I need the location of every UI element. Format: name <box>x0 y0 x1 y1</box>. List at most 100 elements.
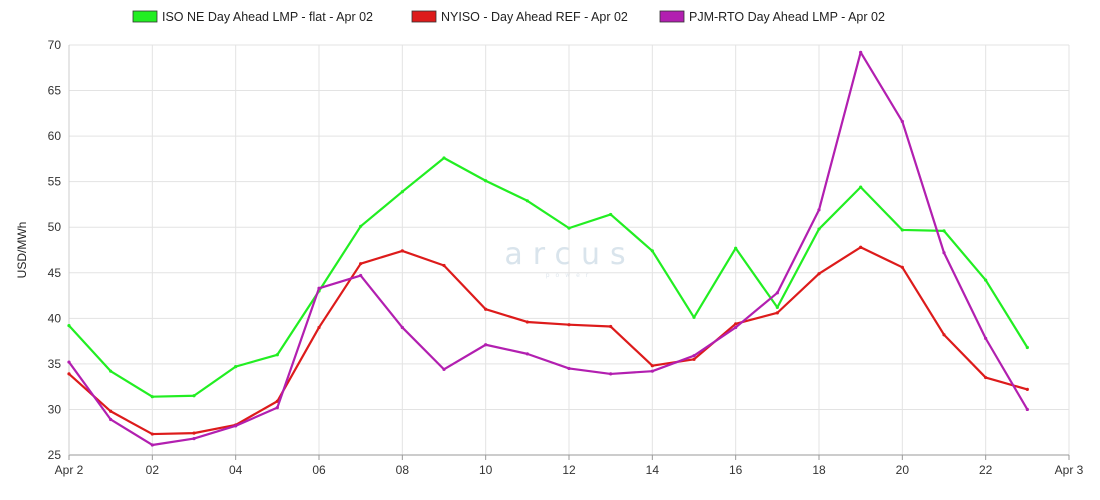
x-tick-label: 22 <box>979 463 993 477</box>
data-point[interactable] <box>692 354 696 358</box>
data-point[interactable] <box>817 272 821 276</box>
data-point[interactable] <box>942 251 946 255</box>
data-point[interactable] <box>525 199 529 203</box>
data-point[interactable] <box>734 325 738 330</box>
chart-grid <box>68 44 1070 456</box>
data-point[interactable] <box>609 324 613 329</box>
data-point[interactable] <box>109 409 113 413</box>
data-point[interactable] <box>67 324 71 328</box>
data-point[interactable] <box>859 185 863 189</box>
y-tick-label: 30 <box>48 402 62 416</box>
y-tick-label: 70 <box>48 38 62 52</box>
data-point[interactable] <box>817 208 821 212</box>
data-point[interactable] <box>775 291 779 295</box>
data-point[interactable] <box>650 249 654 253</box>
y-tick-label: 65 <box>48 84 62 98</box>
data-point[interactable] <box>359 224 363 228</box>
watermark-brand: arcus <box>504 237 635 272</box>
data-point[interactable] <box>1025 387 1029 391</box>
data-point[interactable] <box>775 311 779 315</box>
data-point[interactable] <box>109 417 113 422</box>
chart-series <box>67 50 1029 447</box>
x-tick-label: 16 <box>729 463 743 477</box>
series-line[interactable] <box>67 246 1029 436</box>
data-point[interactable] <box>775 305 779 309</box>
data-point[interactable] <box>442 156 446 160</box>
data-point[interactable] <box>400 249 404 253</box>
data-point[interactable] <box>317 286 321 290</box>
data-point[interactable] <box>484 179 488 183</box>
x-tick-label: 14 <box>646 463 660 477</box>
data-point[interactable] <box>817 227 821 231</box>
data-point[interactable] <box>900 265 904 269</box>
legend-item[interactable]: PJM-RTO Day Ahead LMP - Apr 02 <box>659 10 885 24</box>
data-point[interactable] <box>900 119 904 124</box>
legend-item[interactable]: NYISO - Day Ahead REF - Apr 02 <box>411 10 628 24</box>
data-point[interactable] <box>692 315 696 320</box>
data-point[interactable] <box>484 307 488 311</box>
y-tick-label: 45 <box>48 266 62 280</box>
data-point[interactable] <box>192 431 196 435</box>
data-point[interactable] <box>359 262 363 266</box>
data-point[interactable] <box>359 273 363 278</box>
data-point[interactable] <box>1025 345 1029 350</box>
data-point[interactable] <box>984 375 988 380</box>
data-point[interactable] <box>234 424 238 428</box>
data-point[interactable] <box>1025 407 1029 412</box>
data-point[interactable] <box>984 278 988 282</box>
data-point[interactable] <box>650 369 654 373</box>
data-point[interactable] <box>400 325 404 330</box>
data-point[interactable] <box>567 226 571 230</box>
legend-swatch <box>411 10 437 23</box>
data-point[interactable] <box>442 263 446 268</box>
data-point[interactable] <box>567 323 571 327</box>
y-tick-label: 40 <box>48 311 62 325</box>
y-tick-label: 55 <box>48 175 62 189</box>
data-point[interactable] <box>192 394 196 398</box>
x-tick-label: 18 <box>812 463 826 477</box>
data-point[interactable] <box>234 365 238 369</box>
legend-item[interactable]: ISO NE Day Ahead LMP - flat - Apr 02 <box>132 10 373 24</box>
data-point[interactable] <box>859 245 863 249</box>
y-tick-label: 60 <box>48 129 62 143</box>
data-point[interactable] <box>609 212 613 217</box>
data-point[interactable] <box>484 343 488 347</box>
data-point[interactable] <box>442 367 446 371</box>
data-point[interactable] <box>400 190 404 194</box>
data-point[interactable] <box>734 246 738 250</box>
data-point[interactable] <box>984 336 988 340</box>
data-point[interactable] <box>900 228 904 232</box>
data-point[interactable] <box>525 352 529 356</box>
data-point[interactable] <box>692 357 696 361</box>
data-point[interactable] <box>859 50 863 54</box>
data-point[interactable] <box>109 369 113 373</box>
legend-swatch <box>132 10 158 23</box>
data-point[interactable] <box>317 325 321 330</box>
data-point[interactable] <box>525 320 529 324</box>
data-point[interactable] <box>275 406 279 410</box>
data-point[interactable] <box>567 366 571 371</box>
data-point[interactable] <box>67 372 71 376</box>
x-tick-label: 10 <box>479 463 493 477</box>
data-point[interactable] <box>150 432 154 436</box>
data-point[interactable] <box>150 443 154 447</box>
x-tick-label: 20 <box>896 463 910 477</box>
data-point[interactable] <box>192 437 196 441</box>
watermark-sub: power <box>546 272 595 279</box>
data-point[interactable] <box>650 364 654 368</box>
series-line[interactable] <box>67 51 1029 447</box>
x-tick-label: 08 <box>396 463 410 477</box>
legend-label: ISO NE Day Ahead LMP - flat - Apr 02 <box>162 10 373 24</box>
series-line[interactable] <box>67 156 1029 398</box>
data-point[interactable] <box>942 229 946 233</box>
data-point[interactable] <box>275 353 279 357</box>
data-point[interactable] <box>150 395 154 399</box>
data-point[interactable] <box>67 360 71 364</box>
data-point[interactable] <box>609 372 613 376</box>
y-tick-label: 50 <box>48 220 62 234</box>
x-tick-label: Apr 3 <box>1055 463 1084 477</box>
data-point[interactable] <box>942 333 946 337</box>
x-tick-label: 04 <box>229 463 243 477</box>
data-point[interactable] <box>734 322 738 326</box>
